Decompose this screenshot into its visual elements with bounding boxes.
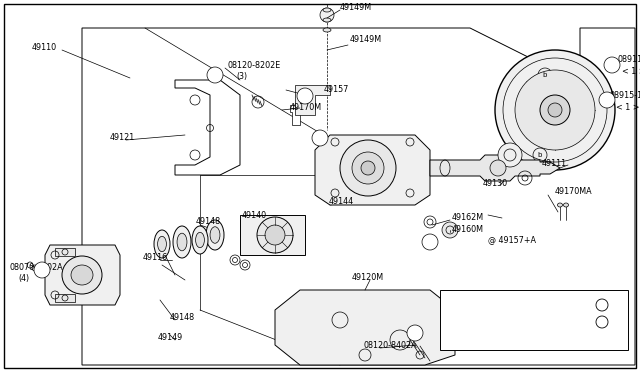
Text: a: a: [318, 135, 322, 141]
Text: A · 90 10 57: A · 90 10 57: [517, 336, 563, 344]
Circle shape: [604, 57, 620, 73]
Text: 08120-8202E: 08120-8202E: [228, 61, 281, 70]
Circle shape: [34, 262, 50, 278]
Polygon shape: [440, 290, 628, 350]
Text: 49170MA: 49170MA: [555, 187, 593, 196]
Text: W: W: [604, 97, 611, 103]
Circle shape: [312, 130, 328, 146]
Circle shape: [442, 222, 458, 238]
Circle shape: [515, 70, 595, 150]
Text: B: B: [413, 330, 417, 336]
Ellipse shape: [206, 220, 224, 250]
Circle shape: [540, 95, 570, 125]
Circle shape: [599, 92, 615, 108]
Polygon shape: [315, 135, 430, 205]
Ellipse shape: [563, 203, 568, 207]
Text: b: b: [600, 320, 604, 324]
Text: a: a: [600, 302, 604, 308]
Text: 08120-8402A: 08120-8402A: [364, 340, 418, 350]
Circle shape: [596, 316, 608, 328]
Text: 49148: 49148: [170, 314, 195, 323]
Text: @ 49157+A: @ 49157+A: [488, 235, 536, 244]
Ellipse shape: [323, 8, 331, 12]
Text: 49149: 49149: [158, 333, 183, 341]
Text: 49121: 49121: [110, 132, 135, 141]
Text: b: b: [543, 72, 547, 78]
Text: (3): (3): [236, 71, 247, 80]
Text: 49120M: 49120M: [352, 273, 384, 282]
Circle shape: [422, 234, 438, 250]
Polygon shape: [290, 105, 310, 125]
Text: 49170M: 49170M: [290, 103, 322, 112]
Circle shape: [498, 143, 522, 167]
Text: a: a: [428, 240, 432, 244]
Circle shape: [361, 161, 375, 175]
Text: < 1 >: < 1 >: [622, 67, 640, 77]
Ellipse shape: [557, 203, 563, 207]
Text: 08070-8302A: 08070-8302A: [10, 263, 63, 272]
Ellipse shape: [210, 227, 220, 243]
Circle shape: [257, 217, 293, 253]
Ellipse shape: [154, 230, 170, 258]
Ellipse shape: [173, 226, 191, 258]
Polygon shape: [430, 155, 560, 181]
Circle shape: [207, 67, 223, 83]
Text: B: B: [212, 72, 218, 78]
Polygon shape: [275, 290, 455, 365]
Text: a: a: [318, 135, 322, 141]
Circle shape: [548, 103, 562, 117]
Text: NOTE) PART CODE 49110K: NOTE) PART CODE 49110K: [445, 301, 546, 310]
Circle shape: [340, 140, 396, 196]
Text: 08915-1421A: 08915-1421A: [610, 92, 640, 100]
Ellipse shape: [323, 18, 331, 22]
Polygon shape: [240, 215, 305, 255]
Text: B: B: [40, 267, 44, 273]
Text: 49116: 49116: [143, 253, 168, 263]
Text: 49157: 49157: [324, 86, 349, 94]
Ellipse shape: [192, 226, 208, 254]
Text: N: N: [609, 62, 614, 68]
Text: 08911-6422A: 08911-6422A: [617, 55, 640, 64]
Text: 49148: 49148: [196, 217, 221, 225]
Polygon shape: [55, 248, 75, 256]
Ellipse shape: [71, 265, 93, 285]
Circle shape: [490, 160, 506, 176]
Ellipse shape: [157, 236, 166, 252]
Circle shape: [265, 225, 285, 245]
Circle shape: [495, 50, 615, 170]
Text: 49130: 49130: [483, 179, 508, 187]
Text: 49149M: 49149M: [350, 35, 382, 45]
Text: 49162M: 49162M: [452, 212, 484, 221]
Text: a: a: [428, 239, 432, 245]
Ellipse shape: [196, 232, 204, 248]
Text: 49160M: 49160M: [452, 225, 484, 234]
Circle shape: [407, 325, 423, 341]
Ellipse shape: [323, 28, 331, 32]
Text: 49144: 49144: [329, 198, 354, 206]
Text: PART CODE 49119K: PART CODE 49119K: [460, 317, 534, 327]
Ellipse shape: [62, 256, 102, 294]
Polygon shape: [295, 85, 330, 115]
Ellipse shape: [177, 233, 187, 251]
Text: b: b: [538, 152, 542, 158]
Circle shape: [320, 8, 334, 22]
Text: (4): (4): [18, 273, 29, 282]
Polygon shape: [175, 80, 240, 175]
Circle shape: [352, 152, 384, 184]
Text: 49111: 49111: [542, 158, 567, 167]
Text: < 1 >: < 1 >: [616, 103, 639, 112]
Circle shape: [297, 88, 313, 104]
Polygon shape: [55, 294, 75, 302]
Text: 49149M: 49149M: [340, 3, 372, 13]
Circle shape: [596, 299, 608, 311]
Text: 49110: 49110: [32, 44, 57, 52]
Polygon shape: [45, 245, 120, 305]
Text: 49140: 49140: [242, 211, 267, 219]
Text: a: a: [303, 93, 307, 99]
